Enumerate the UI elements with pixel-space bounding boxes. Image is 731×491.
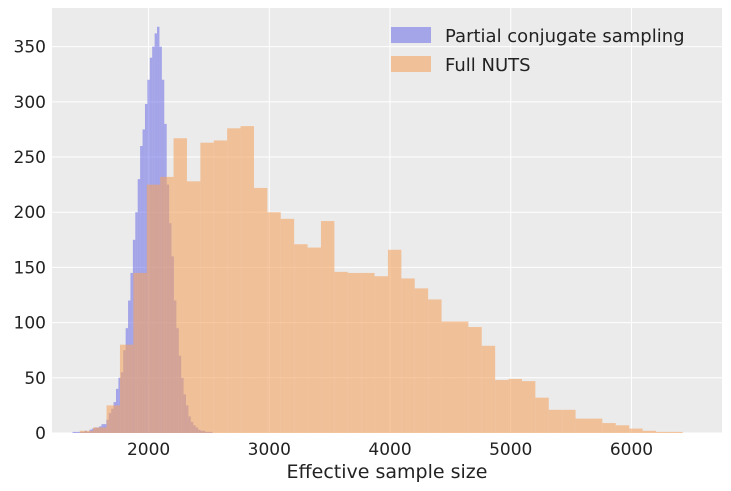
- bar-full-nuts: [173, 138, 187, 433]
- bar-partial-conjugate: [77, 431, 80, 433]
- bar-full-nuts: [280, 218, 295, 433]
- bar-full-nuts: [669, 431, 683, 433]
- y-tick-label: 300: [14, 93, 46, 113]
- bar-full-nuts: [361, 272, 375, 433]
- bar-full-nuts: [387, 249, 402, 433]
- y-tick-label: 150: [14, 258, 46, 278]
- bar-full-nuts: [160, 176, 174, 433]
- bar-full-nuts: [294, 244, 308, 433]
- bar-full-nuts: [414, 288, 429, 433]
- x-tick-label: 4000: [368, 440, 411, 460]
- bar-full-nuts: [334, 271, 348, 433]
- bar-full-nuts: [441, 321, 455, 433]
- bar-full-nuts: [347, 272, 362, 433]
- legend: Partial conjugate sampling Full NUTS: [391, 26, 685, 76]
- bar-full-nuts: [307, 247, 321, 433]
- bar-full-nuts: [642, 430, 656, 433]
- bar-full-nuts: [79, 430, 94, 433]
- bar-full-nuts: [562, 409, 576, 433]
- bar-full-nuts: [267, 212, 281, 433]
- bar-full-nuts: [602, 423, 616, 433]
- bar-full-nuts: [521, 381, 536, 433]
- bar-full-nuts: [200, 142, 214, 433]
- bar-full-nuts: [133, 272, 147, 433]
- y-tick-label: 350: [14, 38, 46, 58]
- bar-partial-conjugate: [74, 431, 78, 433]
- y-tick-label: 100: [14, 314, 46, 334]
- bar-full-nuts: [227, 128, 241, 433]
- y-tick-label: 50: [24, 369, 46, 389]
- bars: [72, 26, 683, 434]
- bar-full-nuts: [535, 397, 549, 433]
- bar-full-nuts: [320, 221, 335, 433]
- bar-full-nuts: [548, 409, 563, 433]
- bar-full-nuts: [186, 181, 201, 433]
- bar-partial-conjugate: [72, 431, 75, 433]
- x-axis-label: Effective sample size: [287, 461, 488, 483]
- bar-full-nuts: [213, 140, 228, 433]
- bar-full-nuts: [508, 378, 522, 433]
- bar-full-nuts: [588, 418, 603, 433]
- bar-full-nuts: [428, 299, 442, 433]
- x-tick-label: 5000: [489, 440, 532, 460]
- bar-full-nuts: [119, 344, 134, 433]
- tick-labels: 2000 3000 4000 5000 6000 0 50 100 150 200 250 300 35…: [14, 38, 654, 460]
- x-tick-label: 2000: [127, 440, 170, 460]
- bar-full-nuts: [615, 425, 630, 433]
- legend-label-partial: Partial conjugate sampling: [445, 26, 685, 47]
- bar-full-nuts: [401, 278, 415, 433]
- bar-full-nuts: [106, 405, 120, 433]
- y-tick-label: 250: [14, 148, 46, 168]
- bar-partial-conjugate: [144, 104, 148, 433]
- bar-full-nuts: [629, 428, 643, 433]
- x-tick-label: 6000: [610, 440, 653, 460]
- legend-label-full-nuts: Full NUTS: [445, 55, 531, 76]
- bar-full-nuts: [495, 380, 509, 433]
- bar-full-nuts: [655, 431, 670, 433]
- bar-full-nuts: [374, 276, 388, 433]
- bar-full-nuts: [481, 345, 496, 433]
- bar-full-nuts: [468, 327, 482, 433]
- bar-full-nuts: [93, 427, 107, 433]
- x-tick-label: 3000: [248, 440, 291, 460]
- bar-full-nuts: [454, 321, 469, 433]
- y-tick-label: 0: [35, 424, 46, 444]
- bar-full-nuts: [253, 187, 268, 433]
- legend-swatch-full-nuts: [391, 56, 431, 72]
- legend-swatch-partial: [391, 27, 431, 43]
- bar-full-nuts: [146, 184, 161, 433]
- y-tick-label: 200: [14, 203, 46, 223]
- bar-full-nuts: [240, 126, 254, 433]
- bar-full-nuts: [575, 418, 589, 433]
